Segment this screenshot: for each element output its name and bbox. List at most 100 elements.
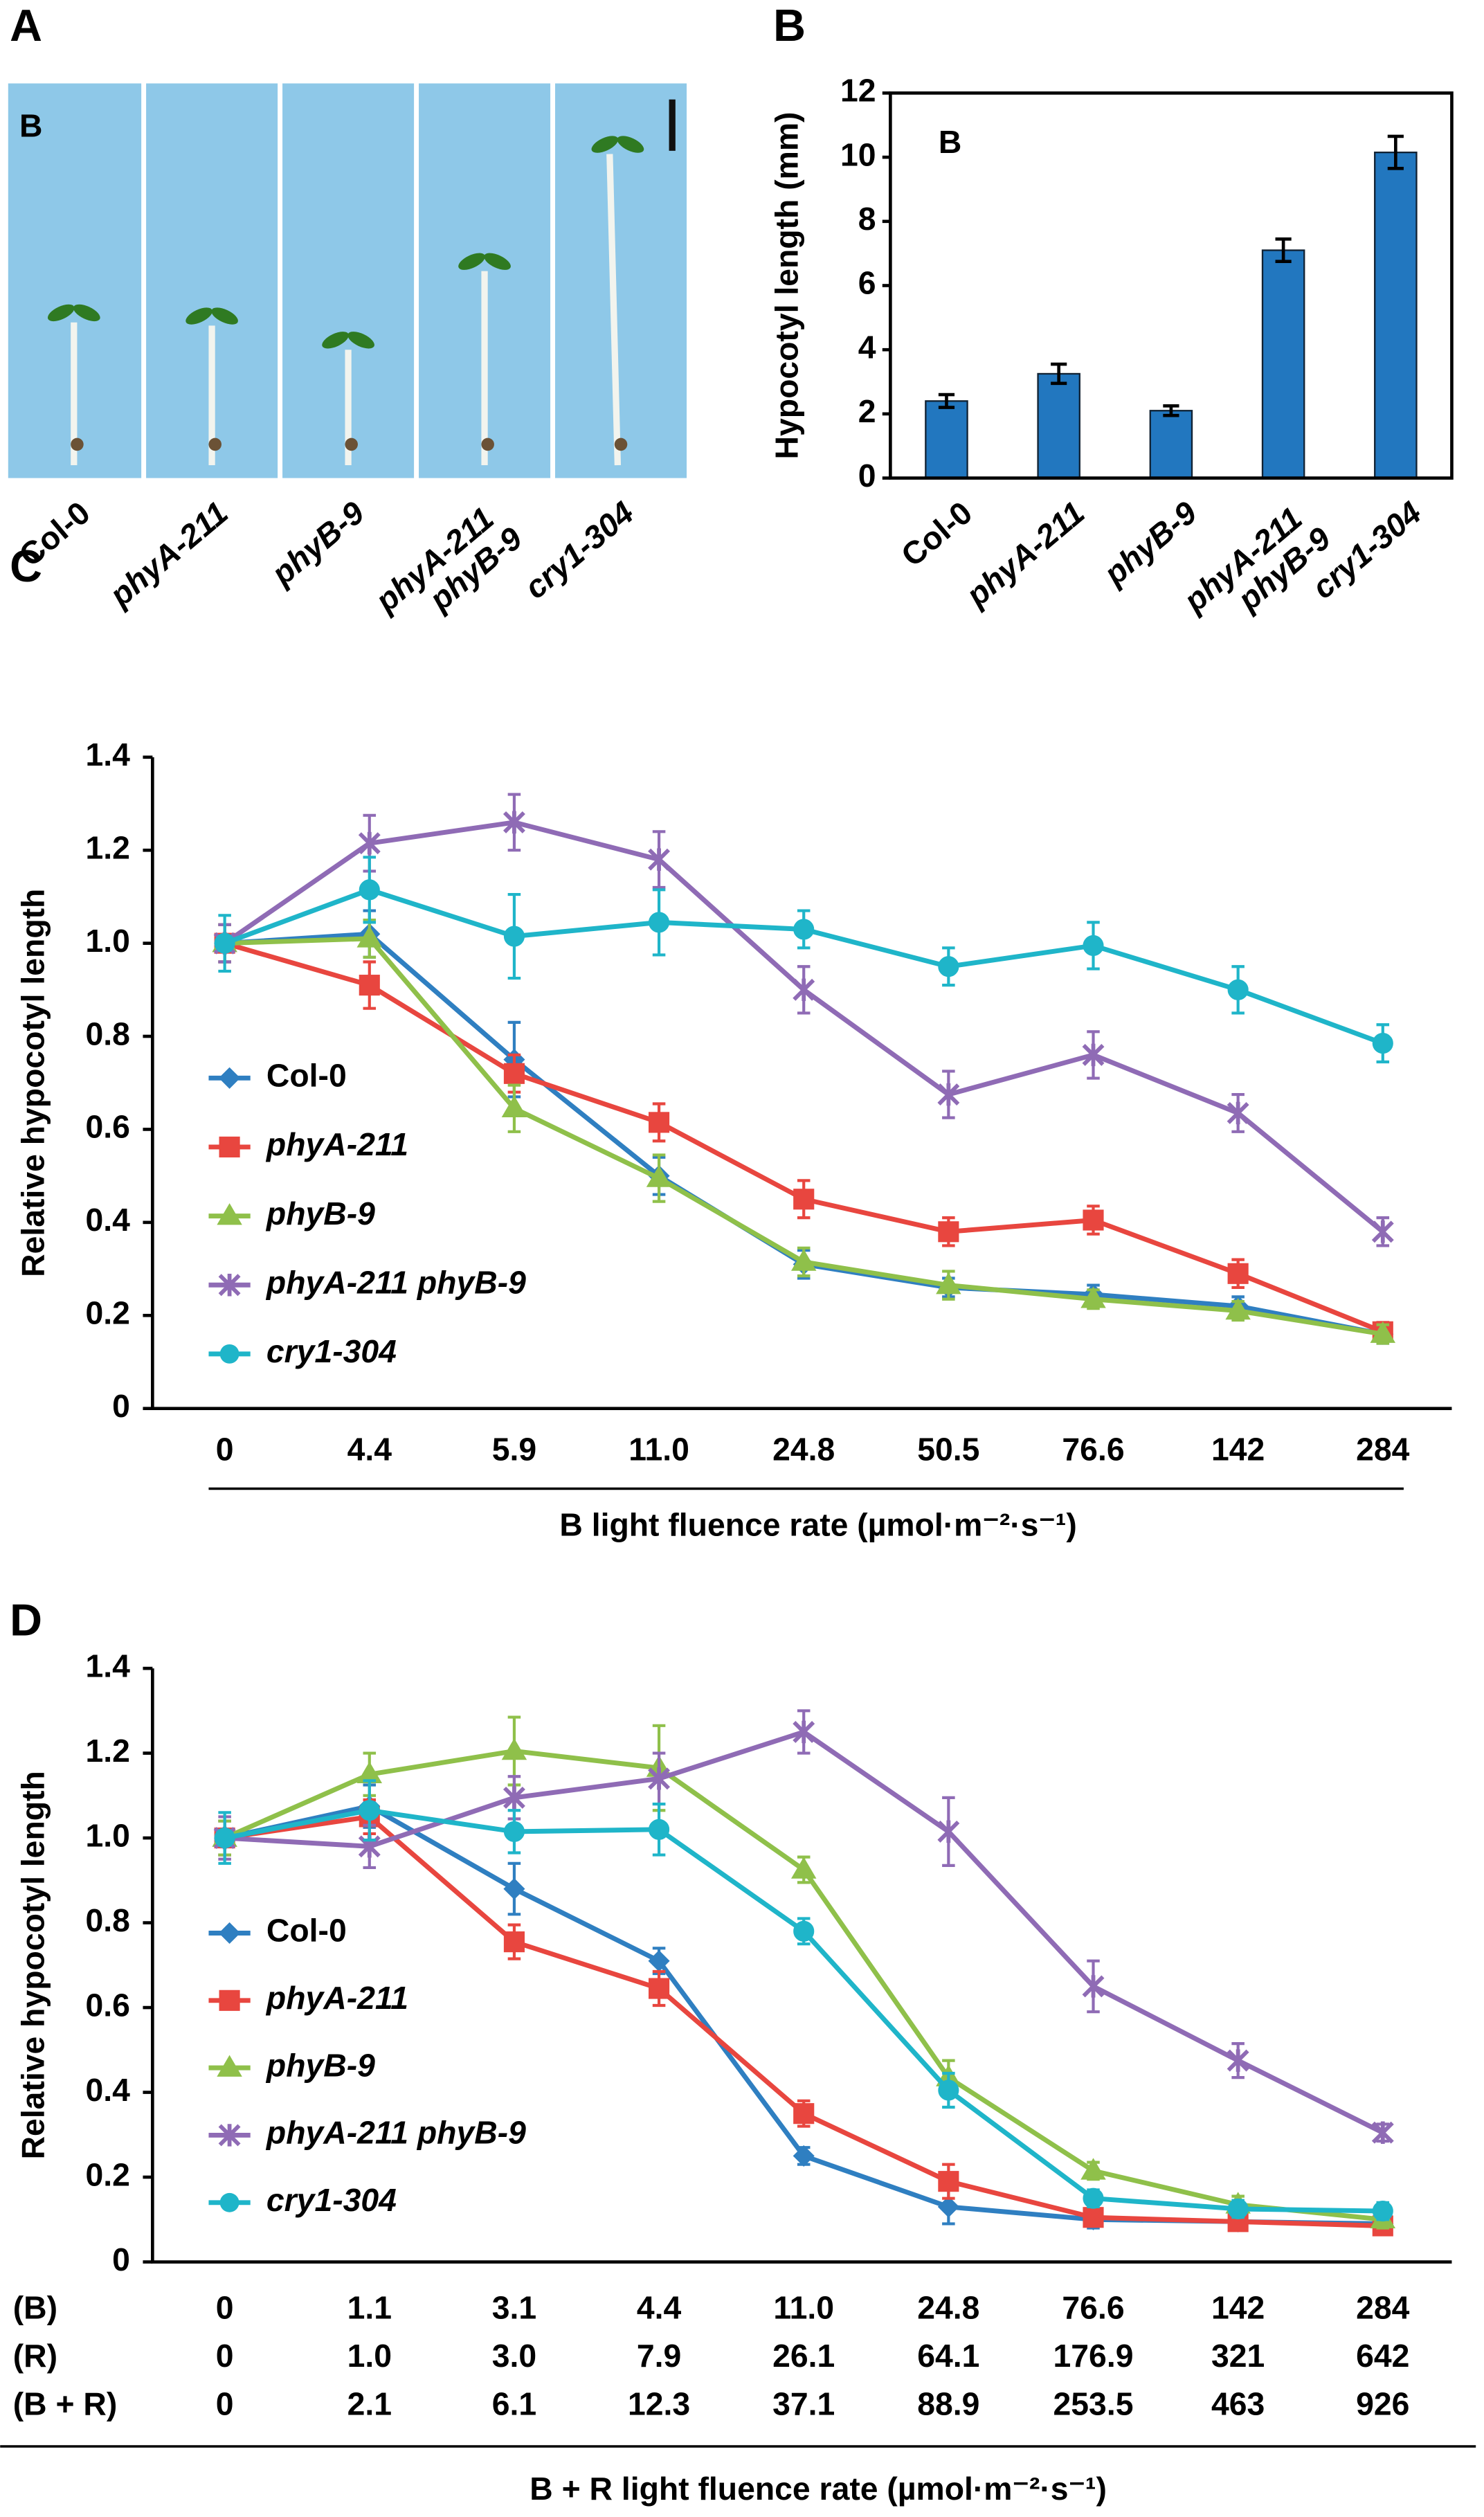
y-tick-label: 8 bbox=[858, 201, 876, 237]
legend-symbol bbox=[219, 1136, 240, 1158]
legend-symbol bbox=[219, 1922, 241, 1945]
legend-marker bbox=[219, 1344, 239, 1364]
x-tick-label: 2.1 bbox=[347, 2385, 392, 2421]
x-tick-label: 24.8 bbox=[772, 1431, 835, 1467]
legend-symbol bbox=[219, 1990, 240, 2011]
y-tick-label: 0.8 bbox=[86, 1016, 130, 1052]
marker bbox=[793, 978, 815, 1002]
x-tick-label: 1.1 bbox=[347, 2289, 392, 2325]
panel-label: D bbox=[10, 1594, 42, 1645]
marker bbox=[503, 1878, 525, 1900]
x-tick-label: 26.1 bbox=[772, 2338, 835, 2374]
legend-marker bbox=[219, 1990, 240, 2011]
marker bbox=[938, 2171, 959, 2192]
panel-label: B bbox=[773, 0, 806, 51]
x-tick-label: 76.6 bbox=[1062, 2289, 1124, 2325]
bar bbox=[925, 400, 968, 479]
photo bbox=[8, 83, 687, 478]
marker bbox=[1370, 1321, 1396, 1343]
cotyledon bbox=[484, 253, 511, 270]
marker bbox=[648, 848, 671, 871]
x-tick-label: 0 bbox=[216, 2289, 234, 2325]
series bbox=[214, 1779, 1393, 2222]
y-tick-label: 0.2 bbox=[86, 1295, 130, 1331]
marker bbox=[937, 1820, 960, 1843]
y-tick-label: 1.2 bbox=[86, 1733, 130, 1769]
marker bbox=[793, 2103, 815, 2124]
marker bbox=[1225, 1298, 1251, 1320]
x-tick-label: 4.4 bbox=[637, 2289, 682, 2325]
x-tick-label: 253.5 bbox=[1053, 2385, 1134, 2421]
x-tick-label: 5.9 bbox=[492, 1431, 536, 1467]
marker bbox=[214, 1828, 235, 1849]
cotyledon bbox=[47, 304, 75, 322]
series bbox=[213, 793, 1394, 1247]
marker bbox=[503, 1931, 525, 1953]
y-tick-label: 0 bbox=[858, 458, 876, 494]
marker bbox=[648, 1767, 671, 1790]
x-tick-label: 76.6 bbox=[1062, 1431, 1124, 1467]
legend-label: phyB-9 bbox=[265, 2047, 375, 2083]
marker bbox=[214, 932, 235, 954]
x-tick-label: 284 bbox=[1356, 2289, 1410, 2325]
cotyledon bbox=[322, 332, 349, 349]
marker bbox=[503, 1063, 525, 1084]
error-bar bbox=[1163, 404, 1179, 417]
series bbox=[214, 856, 1393, 1064]
seed bbox=[208, 437, 222, 451]
marker bbox=[1083, 935, 1104, 957]
x-tick-label: 11.0 bbox=[628, 1431, 689, 1467]
y-tick-label: 1.0 bbox=[86, 1817, 130, 1853]
x-tick-label: 88.9 bbox=[917, 2385, 979, 2421]
marker bbox=[646, 1165, 672, 1187]
marker bbox=[503, 1786, 525, 1810]
marker bbox=[649, 1978, 670, 1999]
marker bbox=[793, 919, 815, 940]
y-tick-label: 1.4 bbox=[86, 1648, 131, 1684]
marker bbox=[501, 1738, 527, 1760]
marker bbox=[359, 1800, 380, 1821]
x-tick-label: 7.9 bbox=[637, 2338, 681, 2374]
y-tick-label: 6 bbox=[858, 265, 876, 301]
cotyledon bbox=[73, 304, 100, 322]
y-tick-label: 4 bbox=[858, 329, 876, 365]
legend-symbol bbox=[217, 2055, 242, 2077]
marker bbox=[649, 912, 670, 933]
x-tick-label: 176.9 bbox=[1053, 2338, 1134, 2374]
marker bbox=[503, 1821, 525, 1842]
legend-label: phyA-211 phyB-9 bbox=[265, 2115, 526, 2151]
legend-symbol bbox=[219, 1067, 241, 1089]
x-tick-label: 1.0 bbox=[347, 2338, 392, 2374]
x-row-name: (R) bbox=[13, 2338, 57, 2374]
marker bbox=[1227, 1263, 1249, 1284]
legend-marker bbox=[217, 2055, 242, 2077]
x-tick-label: 142 bbox=[1211, 2289, 1265, 2325]
marker bbox=[1227, 2049, 1249, 2072]
legend-label: phyA-211 bbox=[265, 1126, 408, 1162]
seed bbox=[71, 437, 84, 451]
marker bbox=[937, 1083, 960, 1106]
legend-marker bbox=[218, 2124, 241, 2147]
marker bbox=[936, 1272, 961, 1294]
x-tick-label: 0 bbox=[216, 2385, 234, 2421]
marker bbox=[649, 1112, 670, 1133]
marker bbox=[1372, 2200, 1393, 2222]
marker bbox=[938, 2080, 959, 2101]
legend-symbol bbox=[219, 2192, 239, 2212]
x-tick-label: 4.4 bbox=[347, 1431, 392, 1467]
x-tick-label: 37.1 bbox=[772, 2385, 835, 2421]
marker bbox=[1227, 2198, 1249, 2220]
y-tick-label: 10 bbox=[840, 136, 876, 172]
legend-symbol bbox=[217, 1203, 242, 1225]
marker bbox=[359, 975, 380, 996]
y-tick-label: 12 bbox=[840, 73, 876, 109]
seedling-label: cry1-304 bbox=[518, 494, 640, 606]
marker bbox=[1083, 2207, 1104, 2228]
y-tick-label: 0.6 bbox=[86, 1987, 130, 2023]
seedling-label: phyA-211 bbox=[102, 494, 235, 614]
x-tick-label: 463 bbox=[1211, 2385, 1265, 2421]
bar bbox=[1149, 410, 1193, 479]
seed bbox=[614, 437, 628, 451]
panel-label: C bbox=[10, 541, 42, 591]
x-tick-label: 12.3 bbox=[628, 2385, 690, 2421]
